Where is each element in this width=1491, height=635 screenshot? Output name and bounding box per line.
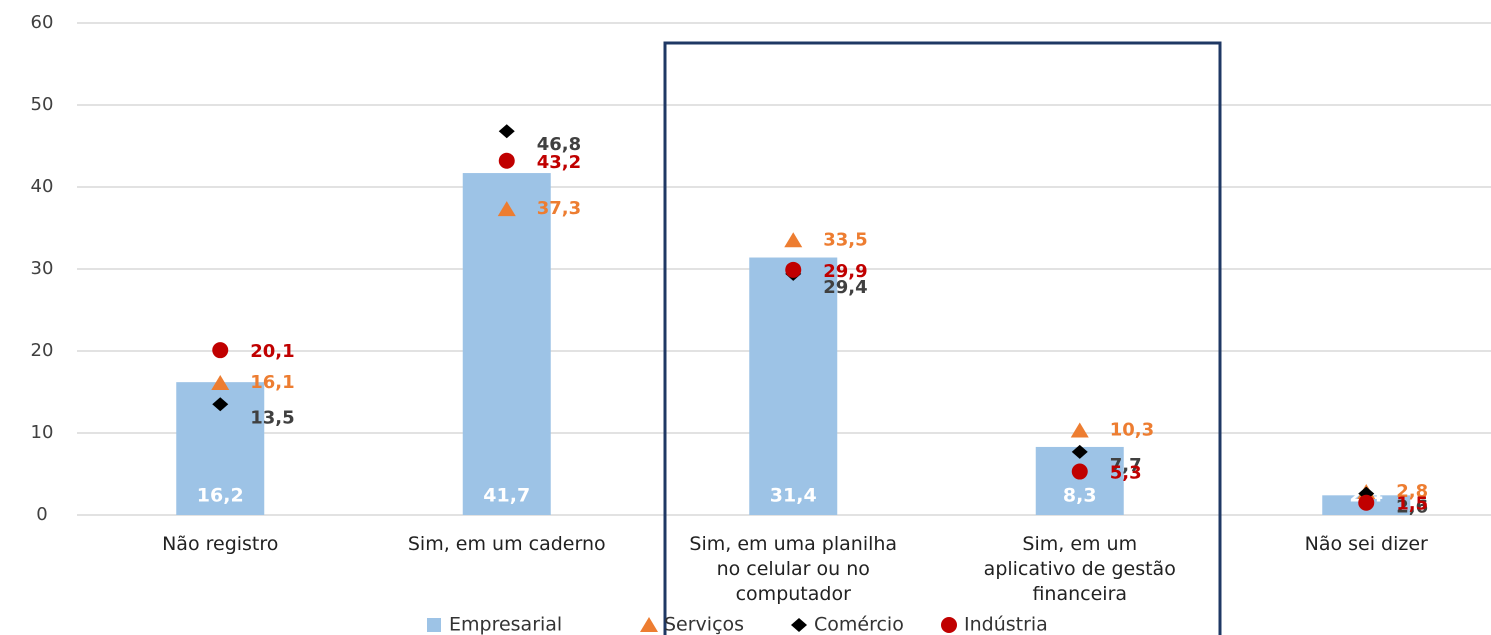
point-value-label: 2,8: [1396, 481, 1428, 502]
y-tick-label: 0: [36, 504, 47, 525]
point-value-label: 43,2: [537, 152, 581, 173]
point-value-label: 2,6: [1396, 497, 1428, 518]
point: [498, 152, 515, 169]
legend-label: Empresarial: [449, 614, 562, 635]
y-tick-label: 60: [31, 12, 54, 33]
bar-value-label: 16,2: [197, 485, 244, 507]
point: [784, 232, 803, 248]
bar-value-label: 31,4: [770, 485, 817, 507]
point-value-label: 5,3: [1110, 463, 1142, 484]
bar: [749, 257, 838, 515]
y-tick-label: 50: [31, 94, 54, 115]
legend-marker: [791, 618, 807, 632]
point-value-label: 13,5: [250, 407, 294, 428]
point: [212, 397, 229, 412]
point: [1070, 422, 1089, 438]
point-value-label: 33,5: [823, 229, 867, 250]
highlight-box: [663, 41, 1222, 635]
y-tick-label: 40: [31, 176, 54, 197]
point: [212, 342, 229, 359]
point: [785, 261, 802, 278]
y-tick-label: 20: [31, 340, 54, 361]
point-value-label: 29,4: [823, 277, 867, 298]
x-tick-label: Sim, em um caderno: [407, 533, 606, 555]
point-value-label: 29,9: [823, 261, 867, 282]
point-value-label: 16,1: [250, 372, 294, 393]
y-tick-label: 30: [31, 258, 54, 279]
legend-marker: [640, 617, 658, 632]
point-value-label: 1,5: [1396, 494, 1428, 515]
legend-label: Serviços: [664, 614, 744, 635]
point: [1071, 463, 1088, 480]
legend-marker: [427, 618, 441, 632]
legend-marker: [941, 617, 957, 633]
legend-label: Indústria: [964, 614, 1048, 635]
x-tick-label: Não registro: [162, 533, 279, 555]
point-value-label: 46,8: [537, 134, 581, 155]
x-tick-label: Sim, em uma planilha no celular ou no co…: [689, 533, 898, 605]
bar-value-label: 8,3: [1063, 485, 1097, 507]
point-value-label: 20,1: [250, 341, 294, 362]
x-tick-label: Não sei dizer: [1304, 533, 1428, 555]
point-value-label: 7,7: [1110, 455, 1142, 476]
point: [1071, 444, 1088, 459]
point-value-label: 10,3: [1110, 420, 1154, 441]
legend-label: Comércio: [814, 614, 904, 635]
point-value-label: 37,3: [537, 198, 581, 219]
point: [1358, 494, 1375, 511]
point: [497, 201, 516, 217]
point: [211, 374, 230, 390]
point: [498, 124, 515, 139]
bar: [462, 173, 551, 515]
x-tick-label: Sim, em um aplicativo de gestão financei…: [983, 533, 1176, 605]
bar-value-label: 41,7: [483, 485, 530, 507]
y-tick-label: 10: [31, 422, 54, 443]
